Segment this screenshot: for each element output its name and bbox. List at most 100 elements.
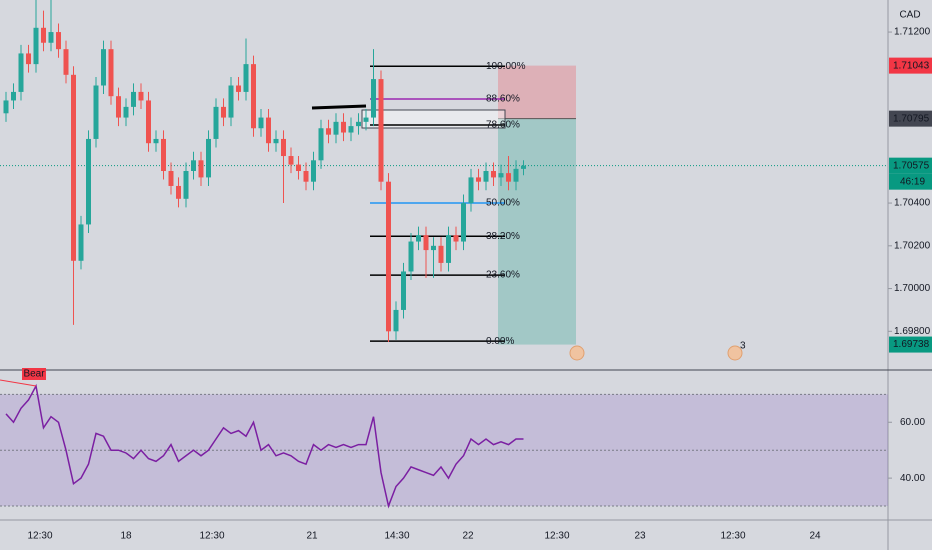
- x-tick-label: 22: [462, 531, 474, 542]
- fib-label: 50.00%: [486, 198, 520, 209]
- candle-body: [123, 106, 129, 118]
- trend-line: [311, 104, 367, 110]
- candle-body: [356, 121, 361, 127]
- candle-body: [453, 235, 459, 242]
- fib-label: 88.60%: [486, 94, 520, 105]
- candle-body: [498, 173, 504, 178]
- x-tick-label: 18: [120, 531, 132, 542]
- candle-body: [461, 203, 466, 242]
- candle-body: [86, 138, 91, 225]
- candle-body: [213, 106, 219, 139]
- candle-body: [198, 160, 204, 178]
- entry-badge-label: 1.70795: [893, 113, 930, 124]
- zone-box: [361, 109, 506, 129]
- candle-body: [266, 117, 271, 144]
- candle-body: [243, 64, 249, 92]
- candle-body: [258, 117, 264, 129]
- candle-body: [491, 170, 496, 178]
- candle-body: [281, 138, 286, 157]
- candle-body: [48, 32, 54, 43]
- candle-body: [318, 128, 324, 161]
- candle-body: [431, 245, 436, 251]
- candle-body: [251, 64, 256, 129]
- candle-body: [521, 165, 526, 169]
- candle-body: [63, 49, 69, 75]
- candle-body: [41, 27, 46, 43]
- candle-body: [341, 121, 346, 133]
- fib-label: 100.00%: [486, 61, 526, 72]
- stop-badge: [889, 57, 932, 74]
- candle-body: [416, 235, 421, 242]
- candle-body: [348, 126, 354, 133]
- candle-body: [71, 74, 76, 261]
- signal-line: [0, 379, 37, 387]
- stop-badge-label: 1.71043: [893, 60, 930, 71]
- signal-label: Bear: [23, 369, 45, 380]
- target-badge-label: 1.69738: [893, 339, 930, 350]
- candle-body: [56, 32, 61, 50]
- x-tick-label: 24: [809, 531, 821, 542]
- candle-body: [303, 170, 309, 182]
- candle-body: [93, 85, 99, 139]
- candle-body: [311, 160, 316, 182]
- currency-label: CAD: [899, 10, 920, 21]
- candle-body: [423, 235, 429, 251]
- candle-body: [3, 100, 9, 114]
- candle-body: [228, 85, 234, 118]
- rsi-tick-label: 60.00: [900, 417, 925, 428]
- stop-zone: [498, 65, 576, 119]
- event-icon: [569, 345, 585, 361]
- signal-badge: [22, 368, 46, 380]
- candle-body: [438, 245, 444, 263]
- candle-body: [146, 100, 151, 144]
- candle-body: [446, 235, 451, 263]
- candle-body: [78, 224, 84, 261]
- candle-body: [371, 79, 376, 118]
- event-count: 3: [740, 341, 746, 352]
- candle-body: [408, 241, 414, 272]
- candle-body: [506, 173, 511, 182]
- candle-body: [513, 168, 519, 182]
- candle-body: [378, 79, 384, 182]
- candle-body: [273, 138, 279, 144]
- rsi-tick-label: 40.00: [900, 473, 925, 484]
- candle-body: [363, 117, 369, 122]
- candle-body: [333, 121, 339, 135]
- candle-body: [236, 85, 241, 92]
- x-tick-label: 21: [306, 531, 318, 542]
- candle-body: [326, 128, 331, 135]
- candle-body: [206, 138, 211, 178]
- y-tick-label: 1.70400: [894, 198, 931, 209]
- candle-body: [468, 177, 474, 204]
- candle-body: [161, 138, 166, 171]
- target-badge: [889, 336, 932, 353]
- candle-body: [191, 160, 196, 171]
- candle-body: [26, 53, 31, 65]
- candle-body: [101, 49, 106, 86]
- countdown-label: 46:19: [900, 176, 925, 187]
- fib-label: 78.60%: [486, 120, 520, 131]
- target-zone: [498, 118, 576, 345]
- candle-body: [296, 164, 301, 171]
- candle-body: [183, 170, 189, 199]
- event-icon: [727, 345, 743, 361]
- rsi-line: [5, 383, 524, 509]
- candle-body: [176, 185, 181, 199]
- candle-body: [108, 49, 114, 97]
- candle-body: [386, 181, 391, 332]
- candle-body: [18, 53, 24, 92]
- y-tick-label: 1.70200: [894, 240, 931, 251]
- candle-body: [393, 309, 399, 332]
- candle-body: [476, 177, 481, 182]
- candle-body: [168, 170, 174, 186]
- entry-badge: [889, 110, 932, 127]
- candle-body: [138, 91, 144, 101]
- price-badge-label: 1.70575: [893, 160, 930, 171]
- x-tick-label: 23: [634, 531, 646, 542]
- candle-body: [483, 170, 489, 182]
- y-tick-label: 1.69800: [894, 326, 931, 337]
- x-tick-label: 12:30: [720, 531, 745, 542]
- x-tick-label: 14:30: [384, 531, 409, 542]
- candle-body: [11, 91, 16, 101]
